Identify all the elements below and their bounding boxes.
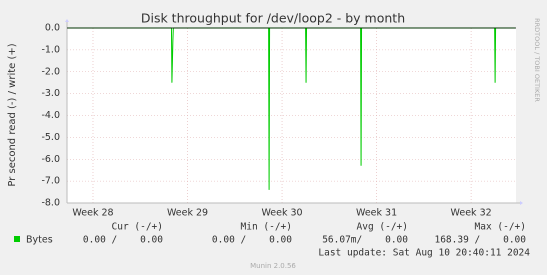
legend-swatch	[14, 236, 20, 242]
y-tick-label: -7.0	[41, 176, 60, 187]
y-tick-label: -4.0	[41, 110, 60, 121]
axis-arrow	[520, 201, 523, 205]
legend-header: Avg (-/+)	[357, 222, 408, 233]
legend-value: 0.00 / 0.00	[83, 235, 163, 246]
x-tick-label: Week 28	[72, 208, 113, 219]
x-tick-label: Week 29	[167, 208, 208, 219]
legend-value: 56.07m/ 0.00	[322, 235, 408, 246]
x-tick-label: Week 32	[451, 208, 492, 219]
legend-header: Cur (-/+)	[112, 222, 163, 233]
y-tick-label: 0.0	[45, 23, 60, 34]
legend-label: Bytes	[26, 235, 53, 246]
y-axis-label: Pr second read (-) / write (+)	[7, 43, 18, 186]
axis-arrow	[65, 19, 69, 22]
legend-value: 0.00 / 0.00	[212, 235, 292, 246]
y-tick-label: -8.0	[41, 198, 60, 209]
legend-value: 168.39 / 0.00	[434, 235, 526, 246]
chart-title: Disk throughput for /dev/loop2 - by mont…	[141, 11, 405, 26]
y-tick-label: -6.0	[41, 154, 60, 165]
footer: Munin 2.0.56	[250, 262, 296, 270]
x-tick-label: Week 31	[356, 208, 397, 219]
y-tick-label: -2.0	[41, 66, 60, 77]
watermark: RRDTOOL / TOBI OETIKER	[533, 18, 541, 102]
y-tick-label: -5.0	[41, 132, 60, 143]
last-update: Last update: Sat Aug 10 20:40:11 2024	[318, 248, 530, 259]
y-tick-label: -3.0	[41, 88, 60, 99]
data-line	[67, 27, 516, 190]
legend-header: Min (-/+)	[241, 222, 292, 233]
y-tick-label: -1.0	[41, 44, 60, 55]
x-tick-label: Week 30	[261, 208, 302, 219]
legend-header: Max (-/+)	[475, 222, 526, 233]
plot-area	[67, 28, 516, 203]
